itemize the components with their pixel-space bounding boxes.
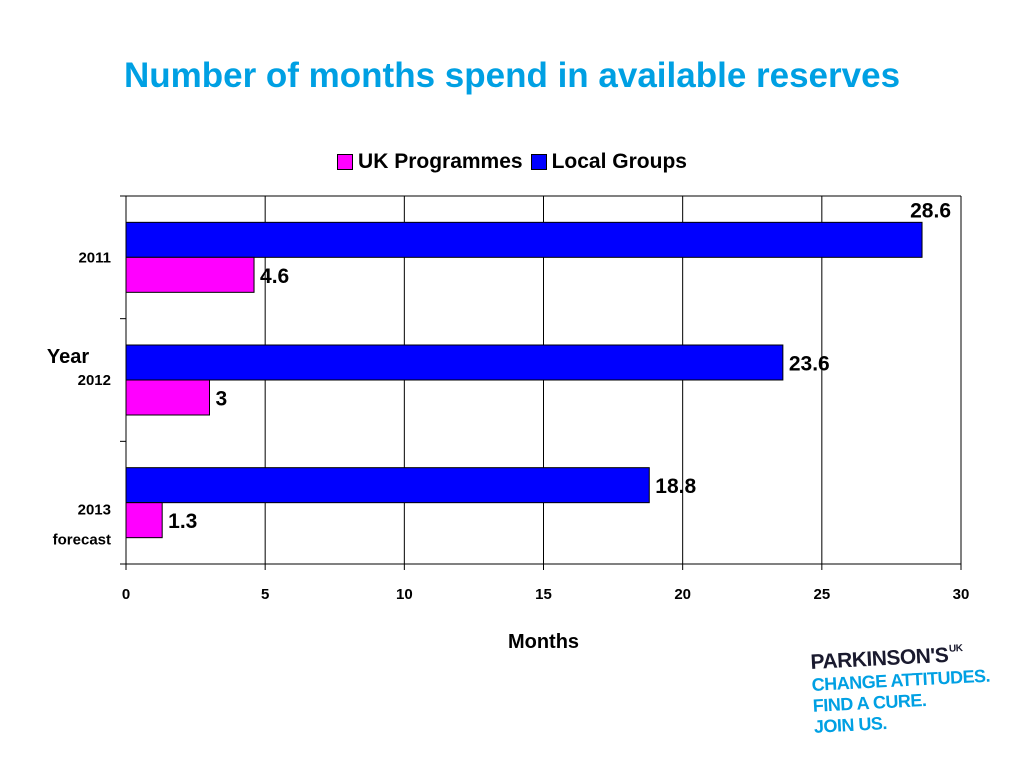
x-tick-label-4: 20: [674, 586, 691, 603]
bar-local-groups-0: [125, 221, 923, 258]
y-axis-title: Year: [47, 346, 89, 368]
slide-title: Number of months spend in available rese…: [123, 56, 901, 95]
legend-label: UK Programmes: [358, 150, 523, 173]
data-label-local-groups-2: 18.8: [655, 475, 696, 498]
legend-swatch: [337, 154, 354, 170]
x-tick-label-0: 0: [122, 586, 130, 603]
bar-uk-programmes-2: [125, 502, 163, 539]
parkinsons-uk-logo: PARKINSON'SUK CHANGE ATTITUDES. FIND A C…: [810, 642, 1015, 752]
bar-uk-programmes-0: [125, 256, 255, 293]
data-label-uk-programmes-1: 3: [216, 388, 228, 411]
y-tick-label-1-0: 2012: [78, 372, 111, 389]
legend-item-uk-programmes: UK Programmes: [337, 150, 523, 174]
y-tick-label-2-0: 2013: [78, 502, 111, 519]
y-tick-label-0-0: 2011: [78, 249, 111, 266]
chart-legend: UK Programmes Local Groups: [0, 150, 1024, 174]
x-tick-label-2: 10: [396, 586, 413, 603]
legend-label: Local Groups: [551, 150, 687, 173]
x-tick-label-5: 25: [813, 586, 830, 603]
x-tick-label-6: 30: [953, 586, 970, 603]
x-axis-title: Months: [508, 631, 579, 653]
bar-local-groups-2: [125, 467, 650, 504]
legend-swatch: [530, 154, 547, 170]
x-tick-label-3: 15: [535, 586, 552, 603]
y-tick-label-2-1: forecast: [53, 532, 111, 549]
data-label-local-groups-0: 28.6: [910, 199, 951, 222]
bar-local-groups-1: [125, 344, 784, 381]
data-label-local-groups-1: 23.6: [789, 353, 830, 376]
legend-item-local-groups: Local Groups: [530, 150, 687, 174]
x-tick-label-1: 5: [261, 586, 269, 603]
bar-uk-programmes-1: [125, 379, 210, 416]
data-label-uk-programmes-0: 4.6: [260, 265, 289, 288]
data-label-uk-programmes-2: 1.3: [168, 510, 197, 533]
